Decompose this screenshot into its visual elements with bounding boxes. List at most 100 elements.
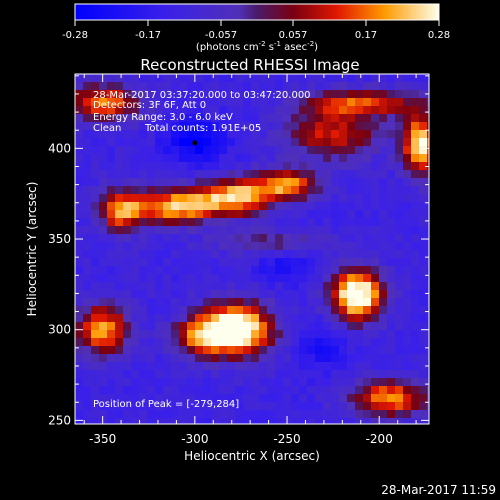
heatmap-cell bbox=[259, 410, 267, 418]
heatmap-cell bbox=[243, 234, 251, 242]
heatmap-cell bbox=[243, 250, 251, 258]
heatmap-cell bbox=[387, 194, 395, 202]
heatmap-cell bbox=[299, 74, 307, 82]
heatmap-cell bbox=[195, 266, 203, 274]
heatmap-cell bbox=[211, 330, 219, 338]
heatmap-cell bbox=[219, 178, 227, 186]
heatmap-cell bbox=[299, 98, 307, 106]
heatmap-cell bbox=[171, 90, 179, 98]
heatmap-cell bbox=[315, 130, 323, 138]
heatmap-cell bbox=[259, 226, 267, 234]
heatmap-cell bbox=[347, 338, 355, 346]
heatmap-cell bbox=[379, 82, 387, 90]
heatmap-cell bbox=[323, 226, 331, 234]
heatmap-cell bbox=[115, 354, 123, 362]
heatmap-cell bbox=[163, 394, 171, 402]
heatmap-cell bbox=[99, 338, 107, 346]
heatmap-cell bbox=[259, 394, 267, 402]
heatmap-cell bbox=[155, 378, 163, 386]
heatmap-cell bbox=[307, 410, 315, 418]
heatmap-cell bbox=[299, 306, 307, 314]
heatmap-cell bbox=[147, 106, 155, 114]
heatmap-cell bbox=[179, 354, 187, 362]
heatmap-cell bbox=[403, 418, 411, 424]
heatmap-cell bbox=[387, 298, 395, 306]
heatmap-cell bbox=[307, 114, 315, 122]
heatmap-cell bbox=[411, 146, 419, 154]
heatmap-cell bbox=[75, 386, 83, 394]
heatmap-cell bbox=[219, 330, 227, 338]
heatmap-cell bbox=[395, 250, 403, 258]
heatmap-cell bbox=[387, 162, 395, 170]
heatmap-cell bbox=[195, 346, 203, 354]
heatmap-cell bbox=[283, 370, 291, 378]
heatmap-cell bbox=[211, 146, 219, 154]
heatmap-cell bbox=[427, 266, 429, 274]
heatmap-cell bbox=[371, 338, 379, 346]
heatmap-cell bbox=[363, 370, 371, 378]
heatmap-cell bbox=[115, 418, 123, 424]
heatmap-cell bbox=[315, 330, 323, 338]
heatmap-cell bbox=[251, 314, 259, 322]
heatmap-cell bbox=[315, 178, 323, 186]
heatmap-cell bbox=[139, 162, 147, 170]
heatmap-cell bbox=[395, 266, 403, 274]
colorbar bbox=[74, 3, 440, 21]
heatmap-cell bbox=[235, 218, 243, 226]
heatmap-cell bbox=[403, 82, 411, 90]
heatmap-cell bbox=[147, 138, 155, 146]
heatmap-cell bbox=[99, 210, 107, 218]
heatmap-cell bbox=[395, 130, 403, 138]
heatmap-cell bbox=[195, 210, 203, 218]
heatmap-cell bbox=[355, 234, 363, 242]
heatmap-cell bbox=[91, 410, 99, 418]
heatmap-cell bbox=[315, 242, 323, 250]
heatmap-cell bbox=[299, 226, 307, 234]
heatmap-cell bbox=[211, 338, 219, 346]
heatmap-cell bbox=[275, 130, 283, 138]
heatmap-cell bbox=[411, 394, 419, 402]
heatmap-cell bbox=[419, 82, 427, 90]
heatmap-cell bbox=[139, 338, 147, 346]
heatmap-cell bbox=[115, 402, 123, 410]
heatmap-cell bbox=[379, 402, 387, 410]
heatmap-cell bbox=[355, 202, 363, 210]
heatmap-cell bbox=[91, 98, 99, 106]
heatmap-cell bbox=[235, 234, 243, 242]
heatmap-cell bbox=[163, 386, 171, 394]
heatmap-cell bbox=[307, 338, 315, 346]
heatmap-cell bbox=[307, 210, 315, 218]
heatmap-cell bbox=[171, 114, 179, 122]
heatmap-cell bbox=[267, 418, 275, 424]
heatmap-cell bbox=[419, 170, 427, 178]
heatmap-cell bbox=[83, 154, 91, 162]
heatmap-cell bbox=[363, 282, 371, 290]
heatmap-cell bbox=[379, 170, 387, 178]
heatmap-cell bbox=[99, 378, 107, 386]
heatmap-cell bbox=[347, 218, 355, 226]
heatmap-cell bbox=[219, 258, 227, 266]
heatmap-cell bbox=[115, 274, 123, 282]
heatmap-cell bbox=[83, 354, 91, 362]
heatmap-cell bbox=[403, 386, 411, 394]
heatmap-cell bbox=[427, 242, 429, 250]
heatmap-cell bbox=[123, 146, 131, 154]
heatmap-cell bbox=[323, 74, 331, 82]
colorbar-unit-label: (photons cm-2 s-1 asec-2) bbox=[196, 40, 318, 53]
heatmap-cell bbox=[195, 306, 203, 314]
heatmap-cell bbox=[115, 330, 123, 338]
heatmap-cell bbox=[99, 290, 107, 298]
heatmap-cell bbox=[123, 138, 131, 146]
heatmap-cell bbox=[195, 370, 203, 378]
heatmap-cell bbox=[363, 242, 371, 250]
heatmap-cell bbox=[403, 298, 411, 306]
heatmap-cell bbox=[371, 266, 379, 274]
heatmap-cell bbox=[371, 178, 379, 186]
heatmap-cell bbox=[83, 330, 91, 338]
heatmap-cell bbox=[211, 74, 219, 82]
heatmap-cell bbox=[83, 114, 91, 122]
heatmap-cell bbox=[187, 410, 195, 418]
heatmap-cell bbox=[91, 170, 99, 178]
heatmap-cell bbox=[203, 290, 211, 298]
heatmap-cell bbox=[155, 106, 163, 114]
